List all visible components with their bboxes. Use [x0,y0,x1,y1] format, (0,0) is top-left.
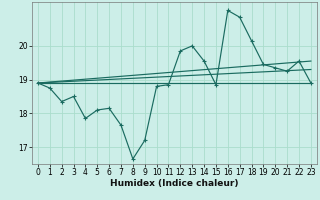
X-axis label: Humidex (Indice chaleur): Humidex (Indice chaleur) [110,179,239,188]
